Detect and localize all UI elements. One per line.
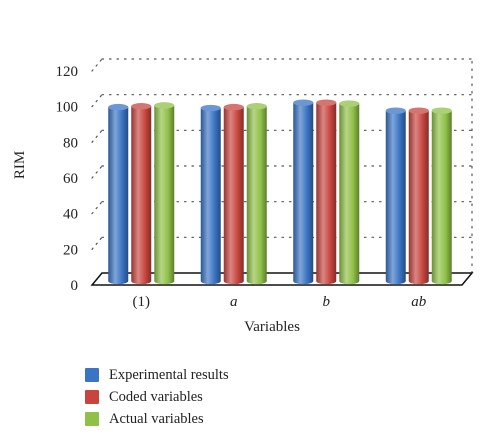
chart-floor: [90, 272, 474, 286]
bar: [316, 99, 337, 285]
y-axis-title: RIM: [12, 151, 28, 179]
legend-swatch: [85, 390, 99, 404]
y-tick-label: 40: [63, 207, 78, 223]
bar: [246, 103, 267, 285]
gridline: [91, 201, 103, 215]
gridline: [91, 58, 103, 72]
legend-item: Coded variables: [85, 386, 229, 408]
y-tick-label: 20: [63, 242, 78, 258]
x-tick-label: a: [230, 294, 238, 310]
y-tick-label: 60: [63, 171, 78, 187]
x-tick-label: b: [323, 294, 331, 310]
y-tick-label: 80: [63, 135, 78, 151]
x-axis-ticks: (1) a b ab: [133, 294, 427, 310]
bar: [223, 103, 244, 285]
legend-item: Experimental results: [85, 364, 229, 386]
legend-label: Actual variables: [109, 410, 204, 427]
gridline: [91, 165, 103, 179]
bar: [385, 107, 406, 285]
x-axis-title: Variables: [244, 319, 300, 335]
gridline: [91, 94, 103, 108]
bar: [339, 100, 360, 285]
y-tick-label: 120: [56, 64, 79, 80]
y-axis-ticks: 0 20 40 60 80 100 120: [56, 64, 79, 294]
legend-label: Coded variables: [109, 388, 203, 405]
y-tick-label: 0: [71, 278, 79, 294]
legend: Experimental results Coded variables Act…: [85, 364, 229, 430]
bar: [154, 102, 175, 285]
gridline: [91, 129, 103, 143]
legend-label: Experimental results: [109, 366, 229, 383]
bars: [108, 99, 452, 285]
x-tick-label: ab: [411, 294, 427, 310]
legend-item: Actual variables: [85, 408, 229, 430]
x-tick-label: (1): [133, 294, 151, 310]
bar: [200, 104, 221, 285]
bar: [408, 107, 429, 285]
gridline: [91, 236, 103, 250]
y-tick-label: 100: [56, 100, 79, 116]
bar: [293, 99, 314, 285]
bar: [108, 103, 129, 285]
legend-swatch: [85, 368, 99, 382]
bar: [431, 107, 452, 285]
bar: [131, 103, 152, 285]
legend-swatch: [85, 412, 99, 426]
